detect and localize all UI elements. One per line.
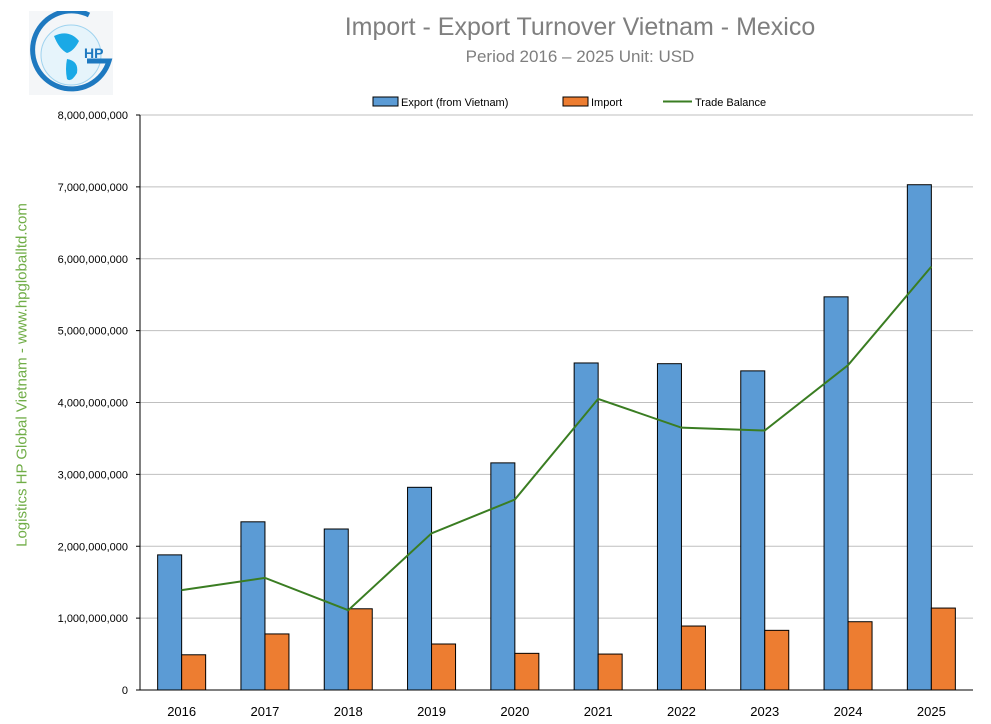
- legend-swatch-export: [372, 96, 399, 107]
- x-tick-label: 2024: [834, 704, 863, 719]
- x-tick-label: 2020: [500, 704, 529, 719]
- x-tick-label: 2018: [334, 704, 363, 719]
- bar-export: [157, 554, 183, 691]
- bar-export: [823, 296, 849, 691]
- bar-import: [930, 607, 956, 691]
- bar-import: [680, 625, 706, 691]
- x-tick-label: 2021: [584, 704, 613, 719]
- line-trade-balance: [181, 266, 933, 612]
- bar-import: [347, 608, 373, 691]
- legend-label-balance: Trade Balance: [695, 97, 766, 109]
- x-tick-label: 2025: [917, 704, 946, 719]
- y-tick-label: 5,000,000,000: [58, 326, 128, 338]
- y-tick-label: 3,000,000,000: [58, 469, 128, 481]
- y-tick-label: 4,000,000,000: [58, 398, 128, 410]
- bar-export: [906, 184, 932, 691]
- bar-import: [514, 652, 540, 691]
- bar-import: [847, 621, 873, 691]
- legend-swatch-import: [562, 96, 589, 107]
- bar-import: [181, 654, 207, 691]
- y-tick-label: 2,000,000,000: [58, 541, 128, 553]
- x-tick-label: 2016: [167, 704, 196, 719]
- x-tick-label: 2022: [667, 704, 696, 719]
- bar-import: [764, 629, 790, 691]
- hp-logo: HP: [29, 11, 113, 95]
- bar-export: [240, 521, 266, 691]
- bar-export: [407, 486, 433, 691]
- x-tick-label: 2017: [250, 704, 279, 719]
- chart-title: Import - Export Turnover Vietnam - Mexic…: [344, 13, 816, 41]
- legend-label-import: Import: [591, 97, 622, 109]
- bar-export: [490, 462, 516, 691]
- x-tick-label: 2019: [417, 704, 446, 719]
- svg-text:HP: HP: [84, 45, 103, 61]
- y-tick-label: 0: [122, 685, 128, 697]
- y-tick-label: 8,000,000,000: [58, 110, 128, 122]
- y-tick-label: 6,000,000,000: [58, 254, 128, 266]
- legend-label-export: Export (from Vietnam): [401, 97, 508, 109]
- y-tick-label: 7,000,000,000: [58, 182, 128, 194]
- bar-export: [656, 363, 682, 691]
- chart-subtitle: Period 2016 – 2025 Unit: USD: [465, 47, 695, 66]
- x-tick-label: 2023: [750, 704, 779, 719]
- y-tick-label: 1,000,000,000: [58, 613, 128, 625]
- bar-import: [431, 643, 457, 691]
- bar-import: [597, 653, 623, 691]
- bar-export: [740, 370, 766, 691]
- bar-import: [264, 633, 290, 691]
